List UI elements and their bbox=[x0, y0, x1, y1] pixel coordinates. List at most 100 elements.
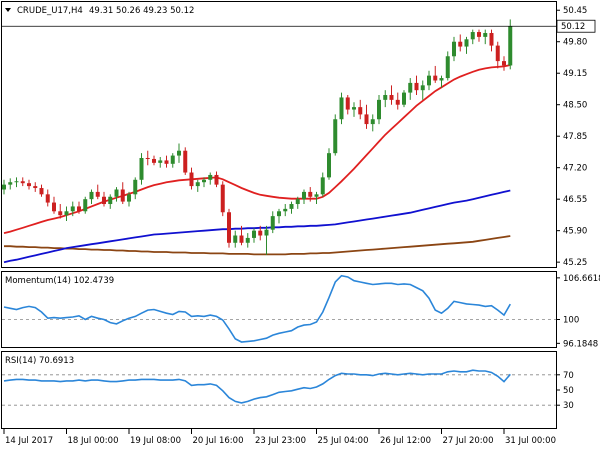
ma-slow-line bbox=[4, 235, 511, 256]
time-tick-label: 31 Jul 00:00 bbox=[505, 436, 556, 446]
time-tick-label: 18 Jul 00:00 bbox=[68, 436, 119, 446]
candle bbox=[114, 187, 119, 202]
candle bbox=[289, 201, 294, 214]
candle bbox=[264, 225, 269, 255]
candle bbox=[139, 153, 144, 185]
price-tick-label: 46.55 bbox=[563, 195, 587, 205]
candle bbox=[39, 184, 44, 197]
symbol-label: CRUDE_U17,H4 bbox=[17, 6, 83, 16]
candle bbox=[45, 189, 50, 207]
price-tick-label: 49.80 bbox=[563, 38, 587, 48]
candle bbox=[495, 41, 500, 69]
candle bbox=[270, 211, 275, 234]
candle bbox=[164, 155, 169, 168]
candle bbox=[327, 148, 331, 180]
candle bbox=[120, 182, 125, 205]
candle bbox=[189, 167, 194, 190]
candle bbox=[358, 99, 363, 120]
candle bbox=[102, 191, 106, 207]
candle bbox=[252, 228, 256, 243]
candle bbox=[145, 150, 150, 166]
candle bbox=[70, 201, 75, 217]
candle bbox=[508, 19, 513, 70]
candle bbox=[439, 75, 444, 88]
candle bbox=[152, 155, 156, 166]
candle bbox=[502, 56, 506, 71]
price-tick-label: 47.85 bbox=[563, 132, 587, 142]
candle bbox=[58, 204, 63, 219]
candle bbox=[170, 153, 175, 168]
ohlc-readout: 49.31 50.26 49.23 50.12 bbox=[89, 6, 194, 16]
candle bbox=[183, 147, 188, 175]
candle bbox=[433, 65, 438, 83]
momentum-title: Momentum(14) 102.4739 bbox=[5, 276, 114, 286]
time-tick-label: 20 Jul 16:00 bbox=[193, 436, 244, 446]
time-tick-label: 23 Jul 23:00 bbox=[255, 436, 306, 446]
candle bbox=[445, 51, 450, 81]
candle bbox=[320, 172, 325, 197]
candle bbox=[389, 85, 394, 105]
candle bbox=[108, 194, 113, 209]
candle bbox=[83, 196, 88, 214]
candle bbox=[364, 104, 369, 129]
price-tick-label: 45.25 bbox=[563, 258, 587, 268]
candle bbox=[227, 208, 231, 248]
candle bbox=[414, 75, 419, 96]
candle bbox=[89, 189, 94, 205]
candle bbox=[33, 182, 38, 192]
candle bbox=[314, 191, 319, 205]
candle bbox=[489, 29, 494, 52]
rsi-pane[interactable] bbox=[1, 351, 557, 429]
candle bbox=[464, 36, 469, 54]
candle bbox=[483, 29, 488, 45]
momentum-line bbox=[3, 274, 511, 343]
candle bbox=[308, 187, 313, 202]
candle bbox=[333, 114, 338, 156]
triangle-down-icon[interactable] bbox=[5, 8, 11, 12]
candle bbox=[470, 29, 475, 45]
candle bbox=[302, 189, 306, 205]
candle bbox=[477, 29, 481, 42]
candle bbox=[277, 208, 281, 224]
chart-header: CRUDE_U17,H4 49.31 50.26 49.23 50.12 bbox=[5, 6, 194, 16]
momentum-tick-label: 106.6618 bbox=[563, 274, 600, 284]
time-tick-label: 25 Jul 04:00 bbox=[318, 436, 369, 446]
momentum-tick-label: 96.1848 bbox=[563, 339, 598, 349]
candle bbox=[427, 70, 431, 91]
candle bbox=[127, 191, 131, 207]
momentum-tick-label: 100 bbox=[563, 316, 579, 326]
time-tick-label: 19 Jul 08:00 bbox=[130, 436, 181, 446]
candle bbox=[420, 80, 425, 100]
candle bbox=[208, 172, 213, 185]
candle bbox=[214, 171, 219, 188]
rsi-line bbox=[3, 369, 511, 404]
current-price-box bbox=[556, 19, 596, 33]
ma-fast-line bbox=[3, 64, 511, 234]
candle bbox=[245, 233, 250, 248]
candle bbox=[377, 95, 381, 125]
rsi-tick-label: 70 bbox=[563, 371, 574, 381]
candle bbox=[77, 201, 81, 214]
rsi-title: RSI(14) 70.6913 bbox=[5, 356, 74, 366]
candle bbox=[64, 206, 69, 221]
rsi-tick-label: 50 bbox=[563, 386, 574, 396]
momentum-pane[interactable] bbox=[1, 271, 557, 348]
candle bbox=[370, 114, 375, 132]
candle bbox=[395, 92, 400, 110]
price-tick-label: 49.15 bbox=[563, 69, 587, 79]
price-tick-label: 50.45 bbox=[563, 6, 587, 16]
candle bbox=[345, 95, 350, 115]
candle bbox=[233, 230, 238, 248]
candle bbox=[402, 90, 406, 108]
candle bbox=[8, 178, 13, 190]
candle bbox=[383, 90, 388, 108]
candle bbox=[452, 36, 456, 62]
candle bbox=[458, 34, 463, 52]
price-tick-label: 45.90 bbox=[563, 227, 587, 237]
candle bbox=[95, 184, 100, 200]
ma-mid-line bbox=[3, 189, 511, 264]
candle bbox=[258, 225, 263, 241]
price-tick-label: 47.20 bbox=[563, 164, 587, 174]
candle bbox=[14, 177, 19, 188]
